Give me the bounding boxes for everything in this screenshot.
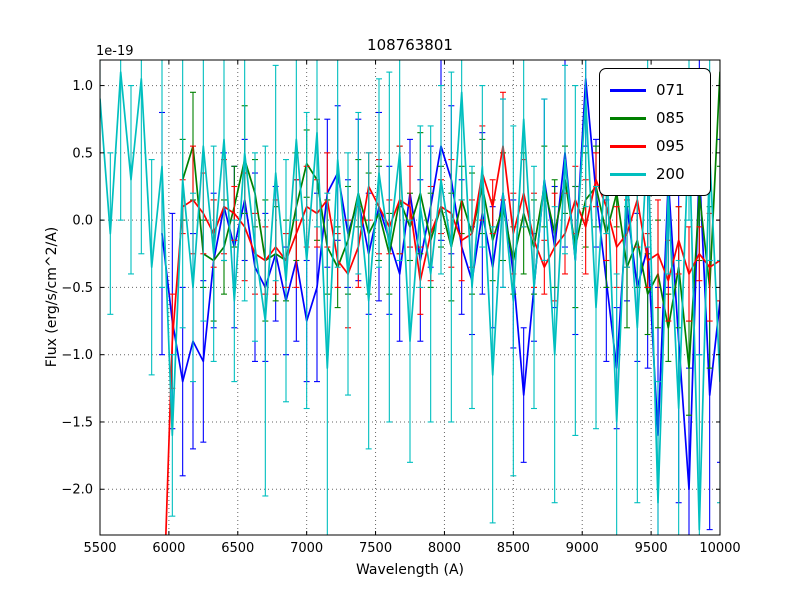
- x-tick-label: 7500: [359, 541, 392, 556]
- y-tick-label: 0.0: [72, 214, 93, 229]
- chart-title: 108763801: [367, 36, 453, 54]
- legend-label-095: 095: [656, 137, 685, 155]
- legend-line-swatch-071: [610, 88, 646, 92]
- x-tick-label: 8000: [428, 541, 461, 556]
- axis-ticks: [99, 60, 721, 535]
- x-tick-label: 9500: [635, 541, 668, 556]
- x-tick-label: 9000: [566, 541, 599, 556]
- y-axis-label: Flux (erg/s/cm^2/A): [44, 226, 60, 368]
- x-tick-label: 5500: [83, 541, 116, 556]
- legend-label-200: 200: [656, 165, 685, 183]
- legend-item-095: 095: [610, 132, 700, 160]
- legend-line-swatch-085: [610, 116, 646, 120]
- legend: 071 085 095 200: [599, 68, 711, 196]
- x-tick-label: 6000: [152, 541, 185, 556]
- y-tick-label: 0.5: [72, 146, 93, 161]
- y-tick-label: 1.0: [72, 79, 93, 94]
- legend-label-085: 085: [656, 109, 685, 127]
- y-tick-label: −1.5: [61, 415, 93, 430]
- y-tick-label: −0.5: [61, 281, 93, 296]
- legend-item-085: 085: [610, 104, 700, 132]
- y-tick-label: −2.0: [61, 483, 93, 498]
- series-200-line: [100, 71, 720, 531]
- legend-item-071: 071: [610, 76, 700, 104]
- legend-line-swatch-200: [610, 172, 646, 176]
- plot-frame: [99, 59, 721, 536]
- x-tick-label: 8500: [497, 541, 530, 556]
- y-tick-label: −1.0: [61, 348, 93, 363]
- series-200: [100, 60, 720, 535]
- x-tick-label: 7000: [290, 541, 323, 556]
- tick-labels: 5500 6000 6500 7000 7500 8000 8500 9000 9500 1000…: [61, 79, 740, 556]
- x-axis-label: Wavelength (A): [355, 562, 464, 578]
- legend-label-071: 071: [656, 81, 685, 99]
- y-axis-offset-text: 1e-19: [96, 44, 134, 59]
- legend-item-200: 200: [610, 160, 700, 188]
- legend-line-swatch-095: [610, 144, 646, 148]
- x-tick-label: 10000: [699, 541, 740, 556]
- x-tick-label: 6500: [221, 541, 254, 556]
